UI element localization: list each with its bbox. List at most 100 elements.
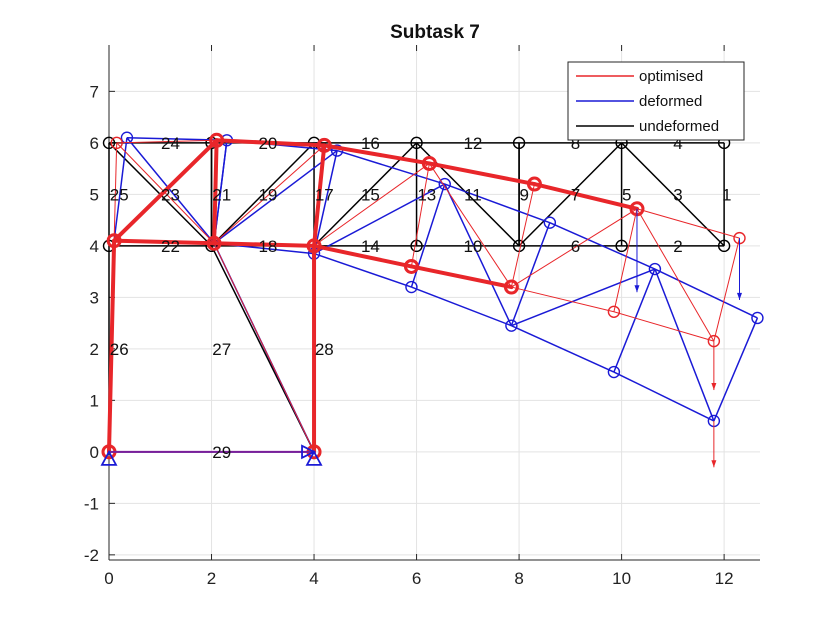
member-label: 12 <box>463 134 482 153</box>
load-arrow-head <box>711 383 717 391</box>
optimised-member <box>511 286 615 313</box>
member-label: 6 <box>571 237 580 256</box>
optimised-member <box>313 163 430 247</box>
deformed-node <box>607 365 621 379</box>
deformed-member <box>444 183 551 224</box>
member-label: 3 <box>673 185 682 204</box>
member-label: 18 <box>258 237 277 256</box>
member-label: 8 <box>571 134 580 153</box>
legend-label-undeformed: undeformed <box>639 118 719 135</box>
member-label: 25 <box>110 185 129 204</box>
optimised-node <box>206 235 222 251</box>
optimised-thick-member <box>312 143 327 248</box>
optimised-thick-member <box>409 264 514 290</box>
optimised-member <box>428 163 512 288</box>
deformed-node <box>505 319 518 332</box>
optimised-member <box>213 145 325 244</box>
optimised-node <box>209 132 225 148</box>
pin-support-icon <box>305 449 323 466</box>
optimised-member <box>511 208 638 288</box>
deformed-node <box>120 131 134 144</box>
optimised-member <box>213 243 315 453</box>
y-tick-label: 2 <box>90 340 99 359</box>
member-label: 24 <box>161 134 180 153</box>
deformed-member <box>126 137 215 244</box>
y-tick-label: 4 <box>90 237 99 256</box>
deformed-member <box>654 268 715 422</box>
legend-label-optimised: optimised <box>639 68 703 85</box>
x-tick-label: 10 <box>612 569 631 588</box>
optimised-node <box>421 155 437 171</box>
deformed-member <box>654 268 758 319</box>
deformed-node <box>438 177 451 191</box>
member-label: 26 <box>110 340 129 359</box>
chart-title: Subtask 7 <box>390 22 480 43</box>
load-arrow-head <box>634 285 640 293</box>
roller-support-icon <box>301 444 317 460</box>
optimised-thick-member <box>112 238 217 246</box>
x-tick-label: 0 <box>104 569 113 588</box>
member-label: 1 <box>722 185 731 204</box>
member-label: 4 <box>673 134 682 153</box>
deformed-member <box>613 371 715 422</box>
optimised-thick-member <box>212 241 317 248</box>
optimised-member <box>636 208 740 239</box>
optimised-node <box>526 176 542 192</box>
undeformed-node <box>410 239 423 253</box>
undeformed-node <box>512 136 526 150</box>
undeformed-node <box>615 239 628 253</box>
optimised-member <box>116 139 217 144</box>
optimised-member <box>613 311 715 342</box>
undeformed-member <box>210 142 315 247</box>
deformed-member <box>213 149 338 244</box>
optimised-member <box>613 208 638 312</box>
member-label: 2 <box>673 237 682 256</box>
deformed-member <box>313 150 338 254</box>
deformed-member <box>313 183 446 255</box>
optimised-member <box>113 142 118 241</box>
deformed-member <box>444 183 513 326</box>
member-label: 23 <box>161 185 180 204</box>
x-tick-label: 6 <box>412 569 421 588</box>
optimised-thick-member <box>112 138 219 243</box>
deformed-member <box>713 317 759 422</box>
optimised-thick-member <box>322 143 432 166</box>
optimised-thick-member <box>427 161 537 187</box>
optimised-node <box>106 233 122 249</box>
member-label: 27 <box>212 340 231 359</box>
member-label: 21 <box>212 185 231 204</box>
member-label: 11 <box>464 185 482 204</box>
deformed-member <box>613 268 656 373</box>
optimised-thick-member <box>212 138 219 246</box>
optimised-member <box>410 163 430 267</box>
y-tick-label: 1 <box>90 391 99 410</box>
y-tick-label: 6 <box>90 134 99 153</box>
optimised-node <box>306 238 322 254</box>
deformed-member <box>313 252 412 288</box>
optimised-thick-member <box>214 138 327 148</box>
optimised-node <box>503 279 519 295</box>
y-tick-label: 7 <box>90 82 99 101</box>
optimised-member <box>636 208 715 342</box>
legend-label-deformed: deformed <box>639 93 702 110</box>
optimised-node <box>403 258 419 274</box>
deformed-node <box>751 311 764 325</box>
load-arrow-head <box>711 460 717 468</box>
member-label: 17 <box>315 185 334 204</box>
optimised-member <box>510 183 535 288</box>
chart-legend: optimised deformed undeformed <box>567 61 745 141</box>
y-tick-label: 3 <box>90 288 99 307</box>
member-label: 22 <box>161 237 180 256</box>
y-tick-label: -1 <box>84 494 99 513</box>
member-label: 14 <box>361 237 380 256</box>
deformed-member <box>113 137 128 241</box>
member-label: 7 <box>571 185 580 204</box>
member-label: 13 <box>417 185 436 204</box>
member-label: 9 <box>519 185 528 204</box>
y-tick-label: 0 <box>90 443 99 462</box>
deformed-member <box>411 286 512 327</box>
load-arrow-head <box>736 292 742 300</box>
undeformed-node <box>102 136 116 150</box>
series-optimised <box>101 132 746 460</box>
